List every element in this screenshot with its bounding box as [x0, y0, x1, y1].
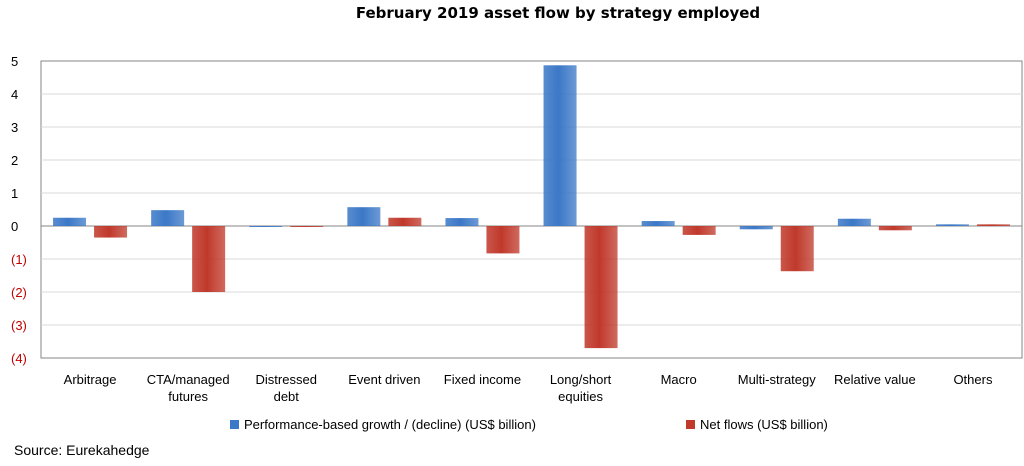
bar-performance	[53, 217, 87, 226]
y-tick-label: 4	[11, 87, 18, 102]
legend-label-netflows: Net flows (US$ billion)	[700, 417, 828, 432]
y-tick-label: (3)	[11, 318, 27, 333]
y-tick-label: (2)	[11, 285, 27, 300]
bar-performance	[739, 226, 773, 230]
legend-item-netflows: Net flows (US$ billion)	[686, 417, 828, 432]
y-tick-label: 1	[11, 186, 18, 201]
bar-netflows	[682, 226, 716, 235]
bar-performance	[445, 218, 479, 226]
x-tick-label: Macro	[661, 372, 697, 387]
bar-performance	[151, 210, 185, 226]
legend-swatch-netflows	[686, 420, 695, 429]
bar-netflows	[976, 224, 1010, 226]
bar-performance	[249, 226, 283, 227]
bar-performance	[641, 221, 675, 226]
bar-netflows	[878, 226, 912, 231]
y-tick-label: (1)	[11, 252, 27, 267]
bar-netflows	[388, 217, 422, 226]
bar-netflows	[486, 226, 520, 254]
x-tick-label: Long/short equities	[550, 372, 612, 404]
x-tick-label: CTA/managed futures	[147, 372, 230, 404]
legend-item-performance: Performance-based growth / (decline) (US…	[230, 417, 536, 432]
bar-netflows	[94, 226, 128, 238]
bar-performance	[837, 218, 871, 226]
x-tick-label: Fixed income	[444, 372, 521, 387]
y-tick-label: 5	[11, 54, 18, 69]
x-tick-label: Distressed debt	[256, 372, 317, 404]
x-tick-label: Relative value	[834, 372, 916, 387]
bar-netflows	[584, 226, 618, 349]
x-tick-label: Arbitrage	[64, 372, 117, 387]
bar-netflows	[780, 226, 814, 272]
legend-swatch-performance	[230, 420, 239, 429]
x-tick-label: Event driven	[348, 372, 420, 387]
bar-performance	[935, 224, 969, 226]
source-note: Source: Eurekahedge	[14, 442, 150, 458]
bar-performance	[347, 207, 381, 226]
bar-netflows	[290, 226, 324, 227]
y-tick-label: 3	[11, 120, 18, 135]
legend-label-performance: Performance-based growth / (decline) (US…	[244, 417, 536, 432]
x-tick-label: Others	[953, 372, 993, 387]
y-tick-label: 0	[11, 219, 18, 234]
x-tick-label: Multi-strategy	[738, 372, 817, 387]
y-tick-label: (4)	[11, 351, 27, 366]
bar-performance	[543, 65, 577, 226]
bar-netflows	[192, 226, 226, 292]
chart-title: February 2019 asset flow by strategy emp…	[355, 4, 761, 22]
plot-area	[40, 60, 1023, 359]
y-tick-label: 2	[11, 153, 18, 168]
